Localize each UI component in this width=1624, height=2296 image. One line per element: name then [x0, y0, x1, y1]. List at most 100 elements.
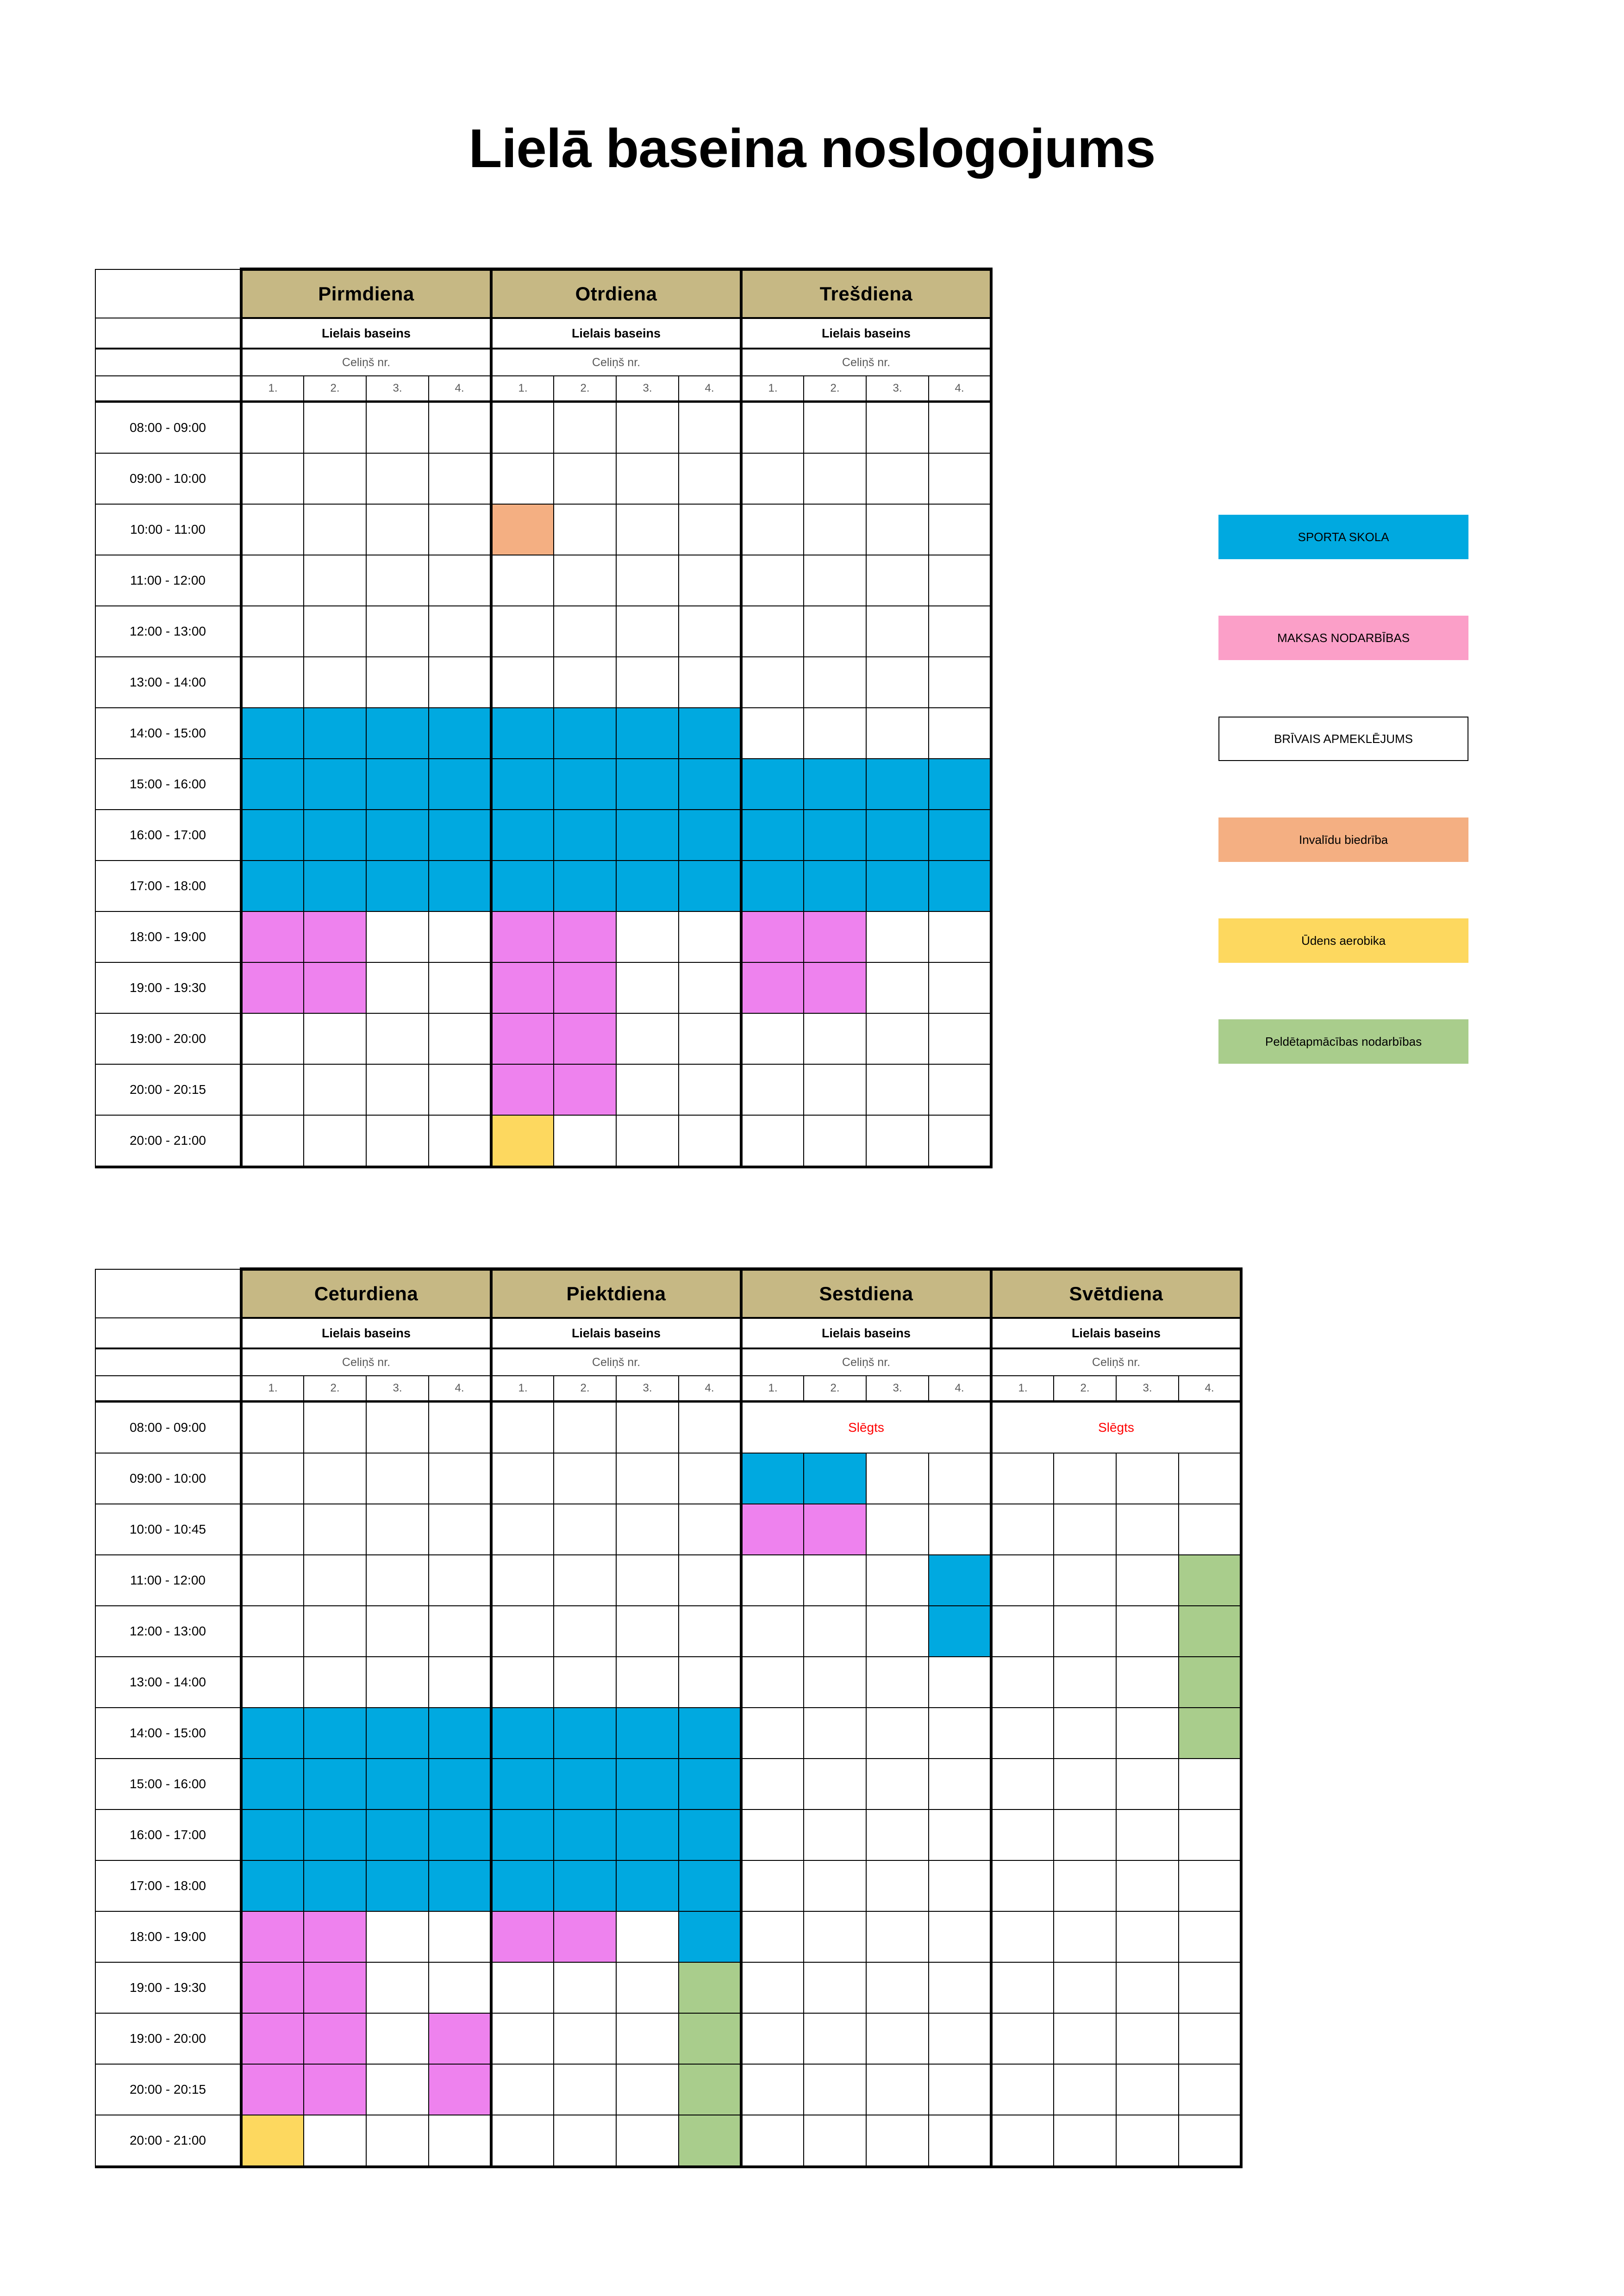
cell-free[interactable] [303, 504, 367, 555]
cell-sports-school[interactable] [803, 758, 867, 810]
cell-free[interactable] [553, 1656, 617, 1708]
cell-sports-school[interactable] [490, 1758, 554, 1810]
cell-free[interactable] [490, 2064, 554, 2115]
cell-free[interactable] [490, 1401, 554, 1454]
cell-free[interactable] [616, 2064, 679, 2115]
cell-free[interactable] [616, 1453, 679, 1504]
cell-free[interactable] [553, 1401, 617, 1454]
cell-free[interactable] [803, 504, 867, 555]
cell-free[interactable] [366, 504, 429, 555]
cell-free[interactable] [678, 453, 743, 505]
cell-free[interactable] [616, 1064, 679, 1116]
cell-water-aerobics[interactable] [490, 1115, 554, 1168]
cell-sports-school[interactable] [303, 809, 367, 861]
cell-sports-school[interactable] [240, 1809, 304, 1861]
cell-free[interactable] [428, 1504, 493, 1555]
cell-free[interactable] [303, 1554, 367, 1606]
cell-free[interactable] [616, 1504, 679, 1555]
cell-sports-school[interactable] [678, 1911, 743, 1963]
cell-paid-classes[interactable] [740, 911, 804, 963]
cell-paid-classes[interactable] [553, 1911, 617, 1963]
cell-sports-school[interactable] [428, 1809, 493, 1861]
cell-free[interactable] [303, 2115, 367, 2168]
cell-free[interactable] [1178, 1504, 1243, 1555]
cell-free[interactable] [990, 2013, 1054, 2065]
cell-free[interactable] [428, 1605, 493, 1657]
cell-sports-school[interactable] [740, 758, 804, 810]
cell-free[interactable] [240, 1453, 304, 1504]
cell-free[interactable] [740, 656, 804, 708]
cell-free[interactable] [866, 1809, 929, 1861]
cell-free[interactable] [366, 656, 429, 708]
cell-free[interactable] [1178, 1758, 1243, 1810]
cell-swim-lessons[interactable] [1178, 1554, 1243, 1606]
cell-free[interactable] [678, 1115, 743, 1168]
cell-sports-school[interactable] [803, 1453, 867, 1504]
cell-free[interactable] [1116, 1554, 1179, 1606]
cell-sports-school[interactable] [366, 860, 429, 912]
cell-free[interactable] [740, 453, 804, 505]
cell-free[interactable] [1116, 1656, 1179, 1708]
cell-sports-school[interactable] [678, 758, 743, 810]
cell-free[interactable] [678, 1013, 743, 1065]
cell-free[interactable] [240, 1504, 304, 1555]
cell-free[interactable] [428, 1401, 493, 1454]
cell-free[interactable] [990, 1860, 1054, 1912]
cell-sports-school[interactable] [928, 809, 993, 861]
cell-free[interactable] [616, 453, 679, 505]
cell-sports-school[interactable] [928, 1554, 993, 1606]
cell-free[interactable] [803, 1064, 867, 1116]
cell-free[interactable] [553, 2013, 617, 2065]
cell-free[interactable] [490, 1504, 554, 1555]
cell-free[interactable] [303, 1605, 367, 1657]
cell-free[interactable] [1116, 1758, 1179, 1810]
cell-free[interactable] [1116, 2115, 1179, 2168]
cell-free[interactable] [553, 1605, 617, 1657]
cell-sports-school[interactable] [366, 1707, 429, 1759]
cell-free[interactable] [428, 962, 493, 1014]
cell-paid-classes[interactable] [240, 2013, 304, 2065]
cell-free[interactable] [428, 1453, 493, 1504]
cell-free[interactable] [928, 1013, 993, 1065]
cell-free[interactable] [428, 1115, 493, 1168]
cell-free[interactable] [490, 1962, 554, 2014]
cell-free[interactable] [678, 1064, 743, 1116]
cell-free[interactable] [740, 1115, 804, 1168]
cell-free[interactable] [553, 453, 617, 505]
cell-free[interactable] [803, 1656, 867, 1708]
cell-free[interactable] [866, 1554, 929, 1606]
cell-sports-school[interactable] [490, 1860, 554, 1912]
cell-sports-school[interactable] [866, 809, 929, 861]
cell-sports-school[interactable] [678, 1860, 743, 1912]
cell-free[interactable] [740, 1554, 804, 1606]
cell-free[interactable] [490, 656, 554, 708]
cell-free[interactable] [928, 2115, 993, 2168]
cell-free[interactable] [490, 2115, 554, 2168]
cell-free[interactable] [1053, 1911, 1117, 1963]
cell-free[interactable] [990, 1656, 1054, 1708]
cell-free[interactable] [303, 1401, 367, 1454]
cell-sports-school[interactable] [928, 1605, 993, 1657]
cell-free[interactable] [366, 2013, 429, 2065]
cell-sports-school[interactable] [490, 809, 554, 861]
cell-sports-school[interactable] [678, 1809, 743, 1861]
cell-free[interactable] [928, 1453, 993, 1504]
cell-free[interactable] [928, 1064, 993, 1116]
cell-free[interactable] [678, 605, 743, 657]
cell-sports-school[interactable] [303, 1707, 367, 1759]
cell-free[interactable] [553, 555, 617, 606]
cell-free[interactable] [678, 1504, 743, 1555]
cell-free[interactable] [366, 1962, 429, 2014]
cell-free[interactable] [366, 911, 429, 963]
cell-free[interactable] [928, 2013, 993, 2065]
cell-free[interactable] [616, 2013, 679, 2065]
cell-free[interactable] [553, 1453, 617, 1504]
cell-paid-classes[interactable] [553, 911, 617, 963]
cell-free[interactable] [866, 1605, 929, 1657]
cell-free[interactable] [803, 2013, 867, 2065]
cell-sports-school[interactable] [428, 809, 493, 861]
cell-free[interactable] [240, 401, 304, 454]
cell-sports-school[interactable] [366, 1809, 429, 1861]
cell-paid-classes[interactable] [240, 1962, 304, 2014]
cell-free[interactable] [740, 1809, 804, 1861]
